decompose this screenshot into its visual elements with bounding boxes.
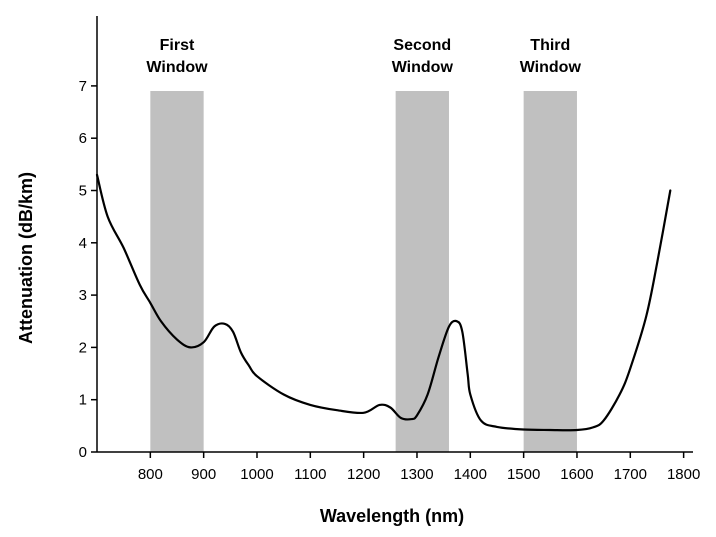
window-band-label: Third	[530, 37, 570, 54]
y-tick-label: 6	[79, 130, 87, 147]
y-tick-label: 5	[79, 183, 87, 200]
x-tick-label: 1600	[560, 466, 593, 483]
window-band-label: First	[160, 37, 195, 54]
y-tick-label: 0	[79, 444, 87, 461]
x-tick-label: 1000	[240, 466, 273, 483]
y-tick-label: 3	[79, 287, 87, 304]
window-bands	[150, 91, 577, 452]
x-ticks: 800 900 1000 1100 1200 1300 1400 1500 1600 1700 18…	[138, 452, 700, 483]
x-tick-label: 1700	[614, 466, 647, 483]
window-band-label: Window	[146, 59, 208, 76]
x-tick-label: 1300	[400, 466, 433, 483]
x-tick-label: 900	[191, 466, 216, 483]
window-band	[150, 91, 204, 452]
y-ticks: 0 1 2 3 4 5 6 7	[79, 78, 97, 461]
window-band	[523, 91, 577, 452]
y-tick-label: 2	[79, 339, 87, 356]
window-band-label: Window	[520, 59, 582, 76]
x-axis-title: Wavelength (nm)	[320, 506, 464, 526]
x-tick-label: 1200	[347, 466, 380, 483]
x-tick-label: 1400	[454, 466, 487, 483]
window-band-labels: First Window Second Window Third Window	[146, 37, 581, 76]
x-tick-label: 1500	[507, 466, 540, 483]
x-tick-label: 800	[138, 466, 163, 483]
window-band-label: Second	[393, 37, 451, 54]
y-tick-label: 4	[79, 235, 87, 252]
window-band-label: Window	[392, 59, 454, 76]
attenuation-curve	[95, 173, 672, 432]
axes	[96, 16, 693, 453]
y-axis-title: Attenuation (dB/km)	[16, 172, 36, 344]
window-band	[395, 91, 449, 452]
y-tick-label: 7	[79, 78, 87, 95]
x-tick-label: 1800	[667, 466, 700, 483]
x-tick-label: 1100	[294, 466, 326, 483]
y-tick-label: 1	[79, 392, 87, 409]
